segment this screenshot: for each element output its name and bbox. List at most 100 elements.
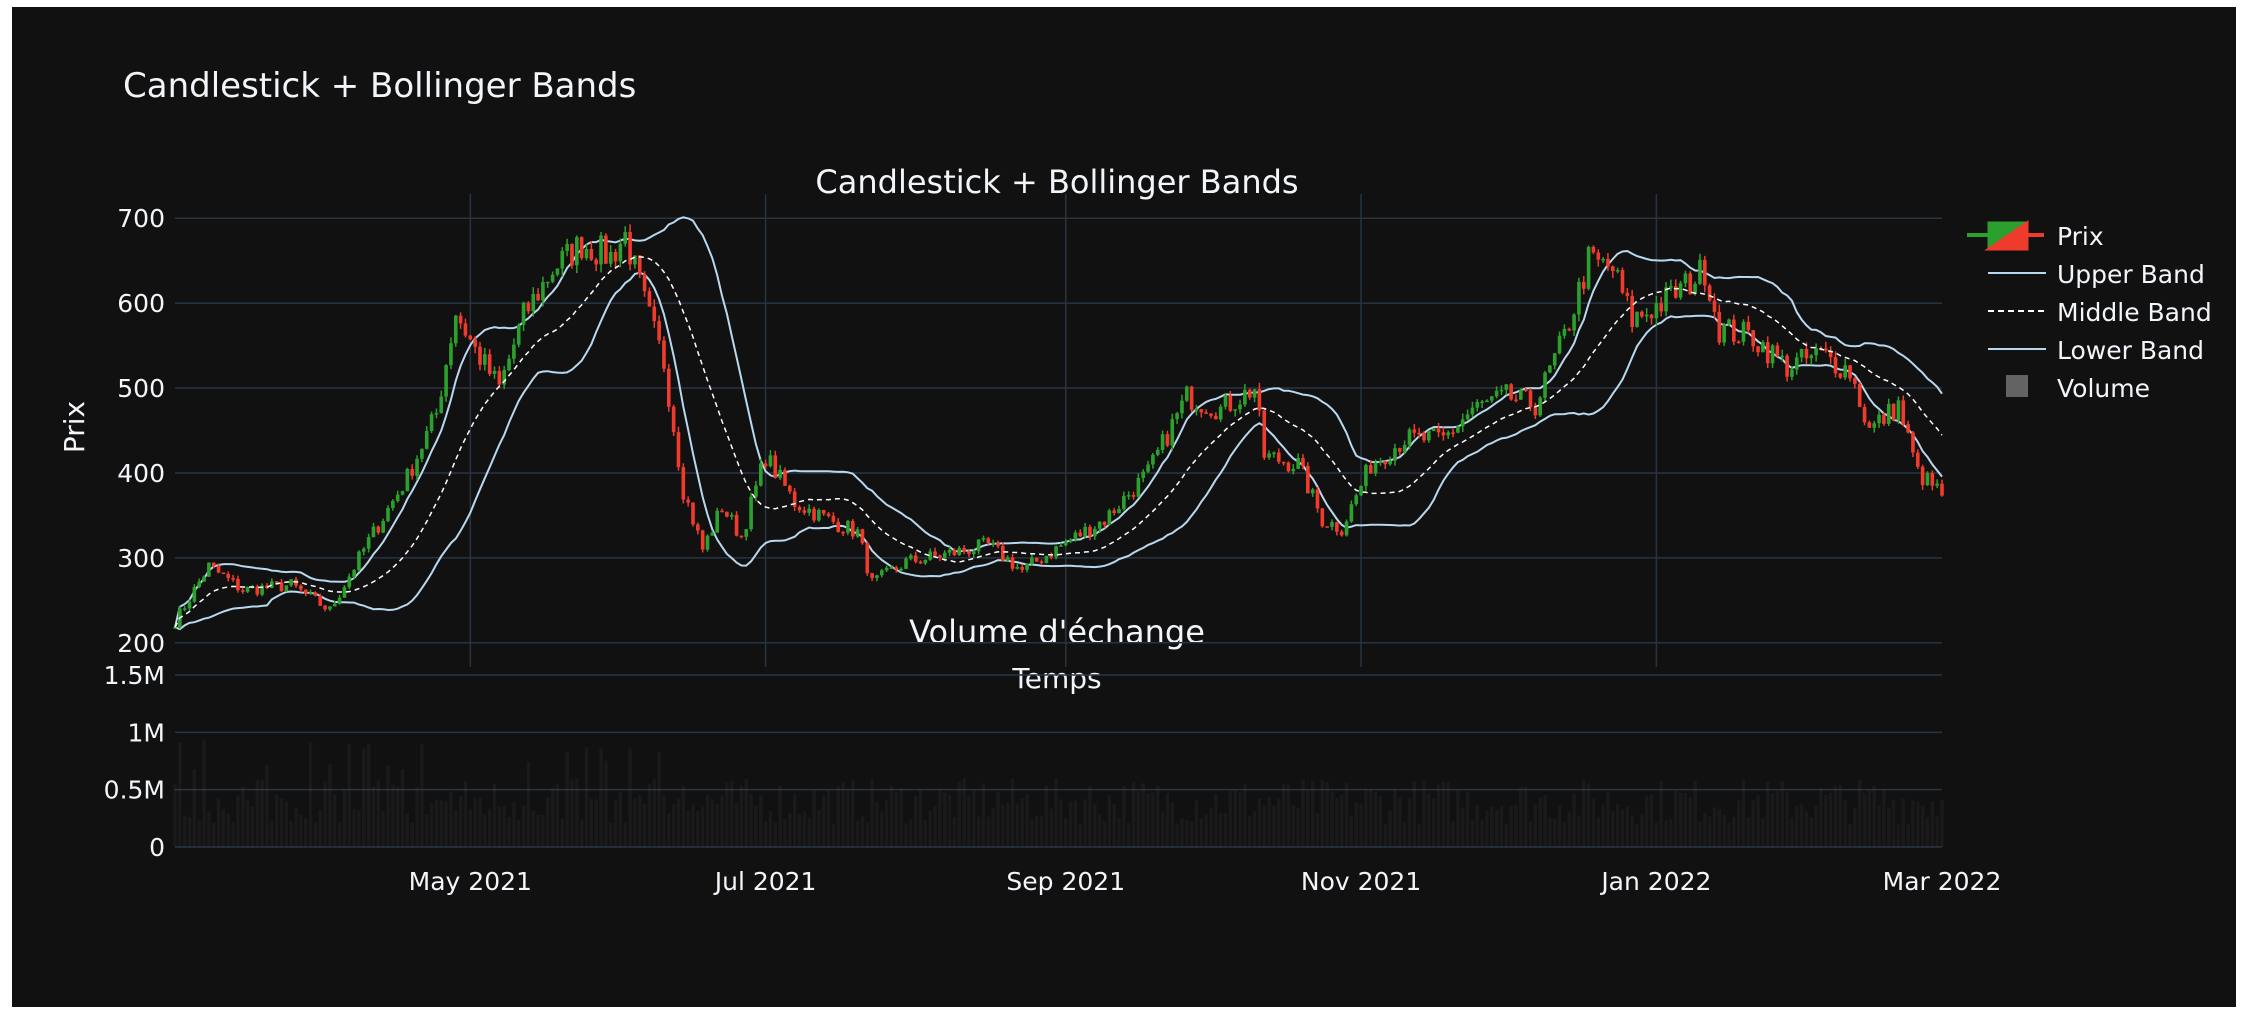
volume-bar xyxy=(1775,790,1780,847)
candle-body xyxy=(1640,311,1644,317)
candle-body xyxy=(812,508,816,521)
candle-body xyxy=(1610,266,1615,272)
candle-body xyxy=(1533,407,1538,416)
volume-bar xyxy=(676,798,681,847)
candle-body xyxy=(1489,396,1494,401)
volume-bar xyxy=(570,779,574,847)
volume-bar xyxy=(817,809,821,847)
price-y-tick: 500 xyxy=(117,374,165,403)
volume-bar xyxy=(270,821,274,847)
volume-bar xyxy=(1431,798,1436,847)
candle-body xyxy=(1388,460,1392,465)
candle-body xyxy=(662,340,666,369)
candle-body xyxy=(846,520,850,533)
candle-body xyxy=(729,514,734,517)
candle-body xyxy=(526,302,531,312)
volume-bar xyxy=(1427,793,1431,847)
candle-body xyxy=(1107,510,1112,525)
volume-bar xyxy=(555,784,560,847)
candle-body xyxy=(1306,465,1310,494)
candle-body xyxy=(231,578,235,580)
candle-body xyxy=(1485,400,1489,403)
volume-bar xyxy=(1373,792,1378,847)
volume-bar xyxy=(425,814,429,847)
volume-bar xyxy=(1383,823,1387,847)
candle-body xyxy=(860,529,865,544)
legend-volume-swatch xyxy=(2006,375,2028,397)
volume-bar xyxy=(550,788,555,847)
candle-body xyxy=(444,365,448,397)
volume-bar xyxy=(972,790,976,847)
candle-body xyxy=(1688,273,1693,295)
candle-body xyxy=(1092,528,1097,537)
volume-bar xyxy=(449,791,453,847)
volume-bar xyxy=(1509,805,1513,847)
candle-body xyxy=(1722,324,1726,343)
legend-item-middle-band[interactable]: Middle Band xyxy=(1988,298,2212,327)
candle-body xyxy=(371,526,376,538)
price-panel-title: Candlestick + Bollinger Bands xyxy=(815,163,1298,201)
volume-bar xyxy=(1064,818,1068,847)
x-axis-title: Temps xyxy=(1011,662,1101,695)
price-gridlines xyxy=(175,194,1942,667)
candle-body xyxy=(928,551,933,560)
volume-bar xyxy=(304,818,308,847)
candle-body xyxy=(1441,432,1446,436)
legend-item-upper-band[interactable]: Upper Band xyxy=(1988,260,2205,289)
candle-body xyxy=(909,555,913,559)
volume-bar xyxy=(889,785,894,847)
volume-bar xyxy=(1035,816,1039,847)
candle-body xyxy=(240,590,245,592)
candle-body xyxy=(1480,401,1484,404)
legend-item-lower-band[interactable]: Lower Band xyxy=(1988,336,2204,365)
volume-bar xyxy=(1799,803,1804,847)
volume-bar xyxy=(197,820,201,847)
candle-body xyxy=(1712,300,1717,312)
volume-bar xyxy=(594,799,598,847)
volume-bar xyxy=(255,779,259,847)
candle-body xyxy=(463,323,468,336)
volume-bar xyxy=(1243,784,1247,847)
candle-body xyxy=(1247,389,1252,398)
volume-bar xyxy=(1620,809,1625,847)
volume-bar xyxy=(207,811,211,847)
legend: Prix Upper Band Middle Band Lower Band V… xyxy=(1967,220,2212,403)
candle-body xyxy=(1233,409,1238,411)
volume-y-tick: 1.5M xyxy=(104,661,165,690)
volume-bar xyxy=(1049,808,1053,847)
volume-bar xyxy=(1766,781,1770,847)
candle-body xyxy=(608,252,613,264)
candle-body xyxy=(207,562,211,577)
volume-bar xyxy=(512,802,516,847)
candle-body xyxy=(318,595,323,606)
candle-body xyxy=(415,458,419,476)
candle-body xyxy=(763,463,768,467)
volume-bar xyxy=(1751,800,1755,847)
volume-bar xyxy=(1712,807,1717,847)
volume-bar xyxy=(1151,792,1155,847)
volume-bar xyxy=(1165,793,1170,847)
candle-body xyxy=(841,531,845,534)
volume-bar xyxy=(1761,818,1765,847)
volume-bar xyxy=(870,778,874,847)
price-y-tick: 400 xyxy=(117,459,165,488)
volume-bar xyxy=(1678,792,1683,847)
volume-bar xyxy=(1625,806,1630,847)
candle-body xyxy=(1785,355,1789,377)
candle-body xyxy=(420,448,424,459)
volume-bar xyxy=(420,744,424,847)
legend-item-prix[interactable]: Prix xyxy=(1967,220,2104,251)
volume-bar xyxy=(439,800,443,847)
volume-bar xyxy=(1315,813,1320,847)
candle-body xyxy=(1465,414,1470,420)
candle-body xyxy=(1920,466,1925,486)
volume-bar xyxy=(1567,811,1571,847)
candle-body xyxy=(1669,286,1673,288)
candle-body xyxy=(1940,483,1944,496)
volume-bar xyxy=(700,807,705,847)
candle-body xyxy=(502,370,507,385)
volume-bar xyxy=(1572,793,1576,847)
volume-bar xyxy=(730,780,734,847)
legend-item-volume[interactable]: Volume xyxy=(2006,374,2150,403)
volume-bar xyxy=(497,806,502,847)
